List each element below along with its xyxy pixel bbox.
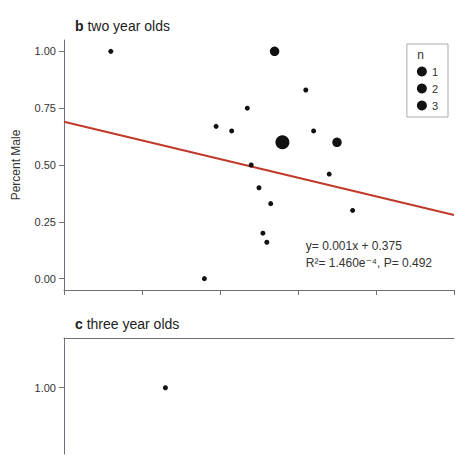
svg-text:0.50: 0.50 [35, 159, 56, 171]
svg-text:R²= 1.460e⁻⁴, P= 0.492: R²= 1.460e⁻⁴, P= 0.492 [306, 256, 433, 270]
svg-text:0.25: 0.25 [35, 216, 56, 228]
svg-text:1.00: 1.00 [35, 382, 56, 394]
svg-text:n: n [417, 48, 424, 62]
svg-text:0.00: 0.00 [35, 273, 56, 285]
svg-text:0.75: 0.75 [35, 102, 56, 114]
svg-text:b: b [75, 18, 84, 34]
svg-text:1: 1 [432, 66, 438, 78]
svg-text:c: c [75, 316, 83, 332]
svg-text:two year olds: two year olds [84, 18, 170, 34]
svg-text:three year olds: three year olds [83, 316, 180, 332]
svg-text:Percent Male: Percent Male [9, 129, 23, 200]
svg-text:y= 0.001x + 0.375: y= 0.001x + 0.375 [306, 239, 402, 253]
svg-text:2: 2 [432, 83, 438, 95]
svg-text:1.00: 1.00 [35, 45, 56, 57]
svg-text:3: 3 [432, 100, 438, 112]
